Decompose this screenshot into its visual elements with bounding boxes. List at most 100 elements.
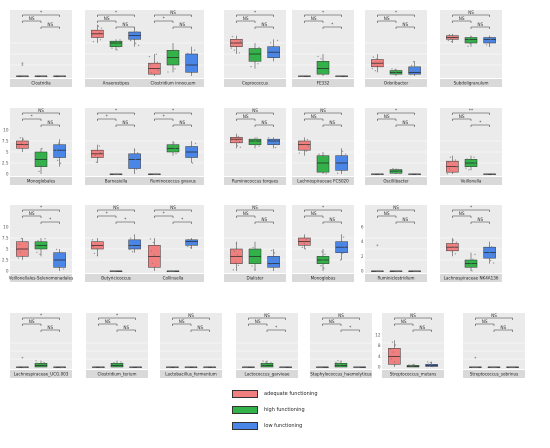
data-point — [273, 142, 276, 145]
data-point — [42, 157, 44, 159]
strip-label: Staphylococcus_haemolyticus — [310, 372, 371, 377]
data-point — [114, 173, 116, 175]
significance-bracket — [254, 26, 274, 29]
data-point — [230, 137, 233, 139]
significance-bracket — [22, 112, 60, 115]
data-point — [429, 361, 432, 364]
data-point — [411, 70, 414, 72]
data-point — [305, 239, 308, 241]
data-point — [97, 156, 100, 159]
data-point — [302, 75, 305, 77]
strip-background — [142, 79, 204, 87]
strip-label: Subdoligranulum — [454, 81, 489, 86]
data-point — [203, 366, 206, 368]
significance-bracket — [40, 124, 60, 127]
significance-label: NS — [459, 16, 465, 21]
data-point — [494, 366, 496, 368]
significance-label: NS — [311, 211, 317, 216]
significance-bracket — [452, 112, 490, 115]
significance-bracket — [97, 215, 117, 218]
data-point — [318, 63, 320, 66]
data-point — [399, 172, 401, 175]
data-point — [304, 143, 307, 145]
significance-label: NS — [105, 319, 111, 324]
data-point — [232, 269, 235, 271]
panel-veillonella: NS***Veillonella — [440, 108, 502, 185]
outlier-point — [21, 64, 24, 66]
data-point — [94, 366, 97, 368]
data-point — [483, 248, 486, 250]
data-point — [25, 75, 28, 77]
significance-bracket — [452, 20, 472, 23]
data-point — [316, 366, 319, 368]
significance-label: NS — [255, 319, 261, 324]
data-point — [451, 251, 454, 253]
data-point — [253, 257, 255, 260]
data-point — [60, 145, 63, 147]
data-point — [274, 260, 277, 262]
data-point — [19, 137, 22, 139]
significance-bracket — [172, 317, 210, 320]
strip-label: Coprococcus — [242, 81, 268, 86]
significance-bracket — [22, 215, 42, 218]
data-point — [169, 270, 171, 272]
data-point — [469, 42, 471, 45]
significance-label: * — [331, 22, 333, 27]
panel-background — [365, 205, 427, 273]
significance-label: NS — [104, 16, 110, 21]
data-point — [93, 366, 96, 368]
data-point — [53, 366, 56, 368]
data-point — [269, 42, 272, 44]
data-point — [319, 72, 321, 74]
data-point — [254, 140, 256, 142]
data-point — [44, 75, 46, 77]
data-point — [466, 158, 468, 160]
data-point — [152, 241, 155, 244]
data-point — [412, 365, 414, 367]
data-point — [133, 246, 136, 248]
data-point — [39, 253, 41, 256]
significance-bracket — [98, 317, 136, 320]
significance-label: NS — [320, 108, 326, 113]
data-point — [243, 366, 246, 368]
data-point — [115, 270, 117, 272]
data-point — [61, 75, 64, 77]
data-point — [484, 40, 487, 42]
data-point — [373, 63, 376, 65]
data-point — [173, 142, 175, 144]
data-point — [267, 47, 270, 50]
y-tick-label: 2.5 — [2, 161, 9, 166]
significance-bracket — [248, 323, 268, 326]
data-point — [21, 75, 24, 77]
data-point — [288, 366, 291, 368]
data-point — [153, 254, 156, 256]
significance-bracket — [172, 26, 192, 29]
data-point — [489, 259, 492, 262]
data-point — [321, 66, 323, 68]
strip-label: Oscillibacter — [383, 179, 409, 184]
strip-label: Ruminococcus gnavus — [150, 179, 196, 184]
significance-bracket — [395, 26, 415, 29]
data-point — [174, 147, 176, 150]
data-point — [24, 75, 27, 77]
data-point — [299, 75, 302, 77]
data-point — [409, 73, 412, 76]
data-point — [449, 37, 452, 39]
box-high-functioning — [248, 48, 262, 62]
data-point — [205, 366, 208, 368]
data-point — [20, 142, 23, 144]
data-point — [492, 262, 495, 264]
panel-fe332: NS * * FE332 — [292, 10, 354, 87]
data-point — [36, 362, 38, 364]
significance-bracket — [115, 221, 135, 224]
data-point — [238, 52, 241, 54]
data-point — [128, 33, 131, 35]
panel-oscillibacter: NS * NS Oscillibacter — [365, 108, 427, 185]
panel-lachnospiraceae-ucg-003: NS * NS Lachnospiraceae_UCG.003 — [10, 313, 72, 378]
significance-bracket — [377, 118, 397, 121]
data-point — [136, 152, 139, 154]
panel-lachnospiraceae-nk4a136: NS * NS Lachnospiraceae NK4A136 — [440, 205, 502, 282]
data-point — [41, 363, 43, 365]
